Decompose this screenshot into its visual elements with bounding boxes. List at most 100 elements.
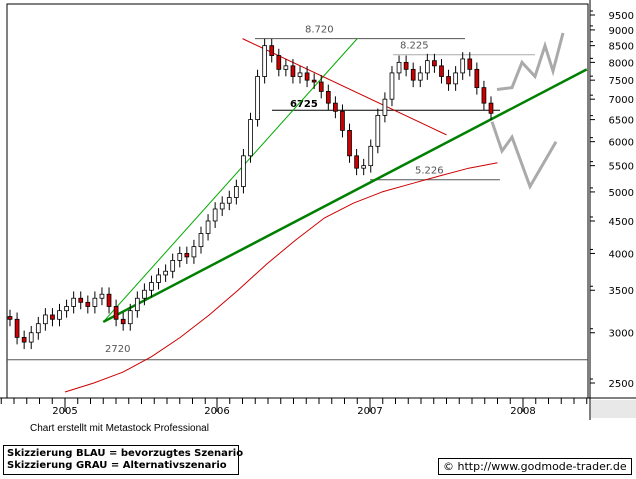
price-bar (120, 318, 126, 325)
price-bar (368, 145, 374, 167)
price-bar (64, 306, 69, 312)
price-bar (424, 60, 430, 74)
price-bar (14, 318, 20, 338)
price-bar (57, 310, 62, 320)
y-axis: 9500 9000 8500 8000 7500 7000 6500 6000 5500 5000… (589, 0, 636, 420)
moving-average-red (64, 162, 498, 393)
price-bar (205, 220, 211, 234)
price-bar (99, 293, 105, 299)
price-bar (106, 293, 112, 307)
scenario-alternative-down-scenario (490, 121, 558, 191)
price-bar (78, 297, 84, 303)
price-bar (340, 110, 345, 131)
price-bar (28, 332, 34, 343)
level-label: 5.226 (415, 166, 444, 177)
price-bar (439, 65, 444, 77)
price-bar (21, 336, 27, 343)
price-bar (241, 155, 246, 187)
price-bar (361, 165, 367, 169)
y-tick-label: 2500 (609, 379, 634, 390)
y-tick-label: 5000 (609, 188, 634, 199)
y-tick-label: 4000 (609, 249, 634, 260)
y-tick-label: 6000 (609, 138, 634, 149)
level-label: 2720 (105, 344, 130, 355)
scenario-legend: Skizzierung BLAU = bevorzugtes Szenario … (3, 445, 244, 475)
price-bar (163, 270, 168, 276)
trendline-thin-green (102, 38, 358, 323)
price-bar (276, 55, 282, 70)
price-bar (347, 130, 352, 157)
price-bar (191, 246, 197, 258)
scenario-preferred-up-scenario (496, 32, 565, 91)
price-bar (219, 202, 225, 210)
price-bar (170, 260, 176, 272)
y-tick-label: 3500 (609, 286, 634, 297)
price-bar (262, 45, 267, 77)
price-bar (453, 72, 458, 85)
price-bar (432, 60, 437, 67)
y-tick-label: 5500 (609, 162, 634, 173)
price-bar (304, 72, 310, 81)
x-axis: 2005 2006 2007 2008 (0, 397, 636, 417)
y-tick-label: 4500 (609, 217, 634, 228)
y-tick-label: 7000 (609, 95, 634, 106)
price-bar (318, 81, 324, 92)
price-bar (474, 68, 480, 89)
y-tick-label: 8000 (609, 58, 634, 69)
y-tick-label: 9000 (609, 26, 634, 37)
chart-credit: Chart erstellt mit Metastock Professiona… (30, 423, 209, 434)
price-bar (417, 72, 423, 81)
x-tick-label: 2006 (204, 406, 229, 417)
price-bar (212, 208, 218, 222)
price-bar (290, 65, 296, 77)
price-bar (481, 87, 487, 104)
price-bar (410, 68, 416, 81)
price-bar (156, 274, 161, 283)
x-tick-label: 2008 (510, 406, 535, 417)
price-bar (43, 314, 48, 325)
price-bar (248, 119, 253, 157)
legend-gray-line: Skizzierung GRAU = Alternativszenario (7, 460, 227, 471)
plot-area: 8.720 8.225 6725 5.226 2720 (6, 3, 589, 399)
price-bar (92, 297, 98, 307)
y-tick-label: 7500 (609, 76, 634, 87)
price-bar (403, 61, 409, 70)
plot-frame (6, 3, 589, 399)
price-bar (177, 253, 183, 261)
price-bar (85, 301, 91, 307)
price-bar (226, 197, 232, 204)
price-bar (488, 102, 494, 114)
price-bar (50, 314, 55, 320)
price-bar (142, 289, 147, 299)
price-bar (35, 323, 41, 334)
price-bar (149, 282, 154, 291)
legend-blue-line: Skizzierung BLAU = bevorzugtes Szenario (7, 448, 244, 459)
trendline-red-downtrend (242, 38, 447, 136)
price-bar (354, 155, 359, 169)
x-tick-label: 2007 (357, 406, 382, 417)
price-bar (71, 297, 77, 307)
y-tick-label: 9500 (609, 11, 634, 22)
price-bar (382, 98, 388, 116)
price-bar (7, 316, 13, 320)
level-label: 8.720 (305, 25, 334, 36)
price-bar (389, 72, 395, 100)
price-bar (297, 72, 303, 77)
price-bar (446, 76, 451, 85)
price-bar (127, 310, 133, 325)
level-label: 8.225 (400, 41, 429, 52)
price-bar (283, 65, 289, 70)
price-bar (113, 306, 119, 320)
price-bar (134, 297, 140, 312)
y-tick-label: 6500 (609, 116, 634, 127)
y-tick-label: 3000 (609, 329, 634, 340)
level-label: 6725 (290, 99, 318, 110)
price-bar (325, 91, 331, 104)
y-tick-label: 8500 (609, 42, 634, 53)
price-bar (467, 58, 473, 70)
trendline-thick-green (102, 68, 588, 324)
price-bar (333, 102, 338, 112)
price-bar (396, 61, 402, 74)
source-url[interactable]: © http://www.godmode-trader.de (438, 458, 632, 475)
